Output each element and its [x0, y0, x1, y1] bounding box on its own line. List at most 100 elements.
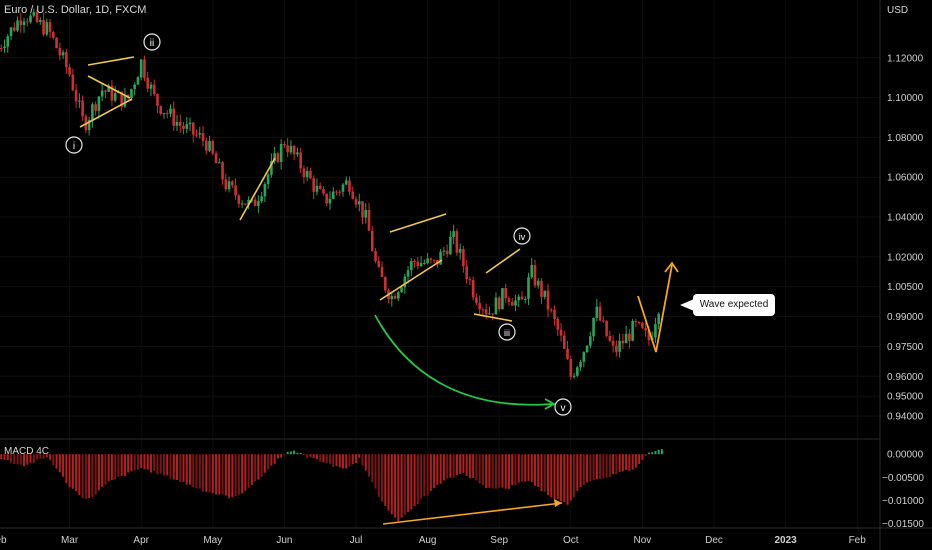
macd-bar [169, 454, 172, 479]
macd-bar [576, 454, 579, 491]
candle-body [576, 367, 579, 376]
candle-body [377, 261, 381, 267]
candle-body [143, 59, 146, 78]
trendline[interactable] [485, 248, 521, 274]
wave-trendlines[interactable] [79, 56, 563, 525]
macd-bar [602, 454, 605, 479]
price-tick-label: 0.94000 [887, 412, 924, 423]
macd-bar [136, 454, 139, 470]
macd-bar [159, 454, 162, 474]
trendline[interactable] [239, 157, 276, 221]
wave-label-ii[interactable]: ii [143, 33, 161, 51]
candle-body [354, 198, 358, 205]
macd-tick-label: 0.00000 [887, 450, 924, 461]
candle-body [423, 262, 426, 264]
projection-path[interactable] [637, 264, 673, 353]
macd-bar [263, 454, 266, 473]
macd-tick-label: −0.00500 [882, 473, 924, 484]
wave-label-text: i [73, 141, 75, 152]
macd-bar [478, 454, 481, 484]
macd-divergence-line[interactable] [382, 502, 563, 525]
curved-arrow[interactable] [374, 314, 553, 406]
candle-body [416, 261, 420, 267]
macd-bar [228, 454, 231, 499]
candle-body [540, 280, 543, 297]
candle-body [55, 37, 58, 49]
macd-bar [641, 454, 644, 460]
indicator-title[interactable]: MACD 4C [4, 446, 50, 457]
macd-bar [182, 454, 185, 482]
candle-body [637, 322, 641, 324]
candle-body [276, 153, 280, 163]
macd-bar [436, 454, 439, 485]
macd-bar [400, 454, 403, 518]
candle-body [315, 185, 319, 192]
candle-body [172, 108, 176, 126]
candle-body [178, 122, 182, 126]
macd-bar [654, 451, 657, 455]
macd-bar [631, 454, 634, 470]
trendline[interactable] [379, 259, 443, 301]
candle-body [445, 250, 449, 255]
wave-label-iv[interactable]: iv [513, 227, 531, 245]
candle-body [618, 340, 621, 352]
candle-body [455, 231, 459, 253]
macd-bar [153, 454, 156, 471]
time-tick-label: Apr [133, 535, 149, 546]
macd-bar [26, 454, 29, 465]
candle-body [240, 203, 244, 205]
macd-bar [3, 454, 6, 460]
macd-bar [101, 454, 104, 488]
wave-expected-callout[interactable]: Wave expected [693, 294, 775, 316]
time-axis-ticks[interactable]: Feb Mar Apr May Jun Jul Aug Sep Oct Nov Dec 2023 Feb [0, 535, 866, 546]
wave-label-i[interactable]: i [65, 136, 83, 154]
candle-body [204, 140, 208, 151]
trendline[interactable] [87, 56, 135, 66]
candle-body [169, 108, 172, 114]
trendline[interactable] [473, 313, 513, 322]
candle-body [501, 288, 504, 310]
macd-bar [65, 454, 68, 484]
candle-body [432, 259, 436, 261]
candle-body [146, 77, 150, 89]
macd-bar [62, 454, 65, 477]
macd-bar [198, 454, 201, 489]
candle-body [335, 191, 338, 193]
candle-body [100, 90, 104, 97]
macd-bar [36, 454, 39, 460]
macd-bar [426, 454, 429, 496]
time-tick-label: Oct [563, 535, 579, 546]
candle-body [592, 317, 595, 337]
macd-bar [520, 454, 523, 482]
candle-body [520, 296, 524, 300]
wave-marker-circle [498, 323, 516, 341]
macd-bar [475, 454, 478, 481]
candle-body [523, 298, 527, 300]
trendline[interactable] [79, 98, 133, 128]
candle-body [579, 361, 582, 368]
candle-body [361, 201, 364, 218]
macd-bar [215, 454, 218, 495]
macd-bar [410, 454, 413, 510]
candle-body [16, 20, 19, 31]
macd-bar [501, 454, 504, 488]
candle-body [149, 84, 153, 89]
candle-body [403, 276, 407, 288]
candle-body [289, 145, 293, 153]
currency-label[interactable]: USD [887, 5, 909, 16]
candle-body [644, 328, 647, 331]
time-tick-label: Feb [0, 535, 7, 546]
wave-label-v[interactable]: v [554, 398, 572, 416]
price-axis-ticks[interactable]: 1.12000 1.10000 1.08000 1.06000 1.04000 1.020… [887, 53, 924, 422]
macd-bar [374, 454, 377, 489]
macd-bar [543, 454, 546, 492]
macd-bar [634, 454, 637, 468]
price-tick-label: 1.06000 [887, 173, 924, 184]
macd-bar [257, 454, 260, 480]
trendline[interactable] [389, 213, 447, 233]
candle-body [390, 296, 394, 300]
macd-bar [254, 454, 257, 482]
trendline[interactable] [87, 75, 131, 99]
wave-label-iii[interactable]: iii [498, 323, 516, 341]
